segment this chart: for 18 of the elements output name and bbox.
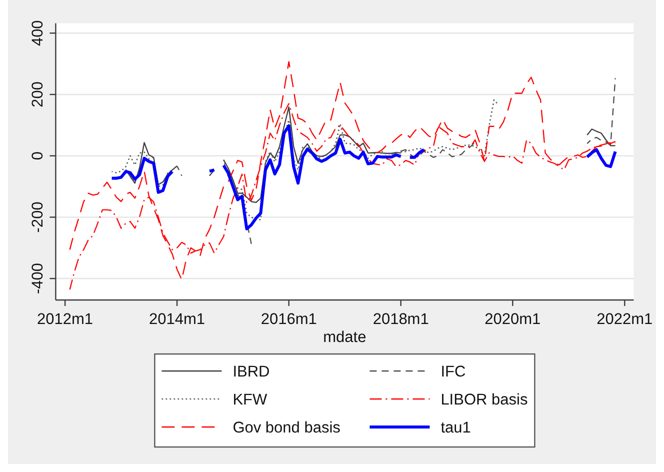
y-tick-label: 400	[30, 20, 47, 46]
legend-label: tau1	[440, 420, 471, 436]
x-tick-label: 2014m1	[149, 311, 206, 328]
x-axis-title: mdate	[323, 329, 366, 346]
x-tick-label: 2018m1	[372, 311, 429, 328]
x-tick-label: 2020m1	[484, 311, 541, 328]
y-tick-label: 200	[30, 81, 47, 108]
x-tick-label: 2022m1	[596, 311, 653, 328]
legend-label: IBRD	[232, 364, 270, 380]
y-tick-label: -400	[30, 262, 47, 294]
legend-label: Gov bond basis	[232, 420, 341, 436]
legend-label: LIBOR basis	[440, 392, 528, 408]
x-tick-label: 2012m1	[37, 311, 94, 328]
legend-label: IFC	[440, 364, 466, 380]
x-tick-label: 2016m1	[260, 311, 317, 328]
y-tick-label: 0	[30, 151, 47, 160]
y-tick-label: -200	[30, 201, 47, 233]
legend-label: KFW	[232, 392, 268, 408]
